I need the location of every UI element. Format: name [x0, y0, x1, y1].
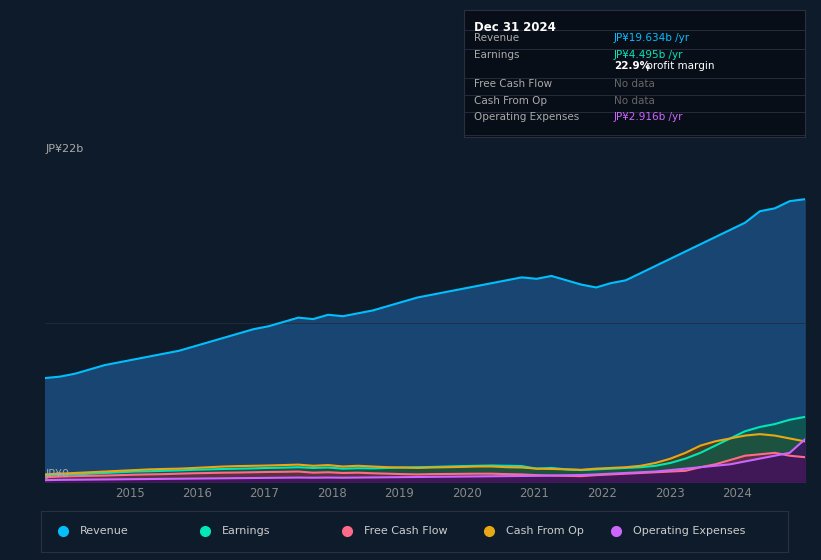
Text: No data: No data	[614, 79, 654, 89]
Text: Earnings: Earnings	[222, 526, 270, 536]
Text: Revenue: Revenue	[474, 32, 519, 43]
Text: Operating Expenses: Operating Expenses	[474, 113, 580, 122]
Text: Revenue: Revenue	[80, 526, 129, 536]
Text: profit margin: profit margin	[643, 61, 714, 71]
Text: JP¥2.916b /yr: JP¥2.916b /yr	[614, 113, 683, 122]
Text: JP¥22b: JP¥22b	[45, 144, 84, 154]
Text: Free Cash Flow: Free Cash Flow	[364, 526, 447, 536]
Text: Cash From Op: Cash From Op	[506, 526, 584, 536]
Text: Earnings: Earnings	[474, 50, 520, 60]
Text: No data: No data	[614, 96, 654, 106]
Text: 22.9%: 22.9%	[614, 61, 650, 71]
Text: Operating Expenses: Operating Expenses	[633, 526, 745, 536]
Text: Cash From Op: Cash From Op	[474, 96, 547, 106]
Text: JP¥0: JP¥0	[45, 469, 69, 479]
Text: Dec 31 2024: Dec 31 2024	[474, 21, 556, 34]
Text: Free Cash Flow: Free Cash Flow	[474, 79, 553, 89]
Text: JP¥19.634b /yr: JP¥19.634b /yr	[614, 32, 690, 43]
Text: JP¥4.495b /yr: JP¥4.495b /yr	[614, 50, 683, 60]
